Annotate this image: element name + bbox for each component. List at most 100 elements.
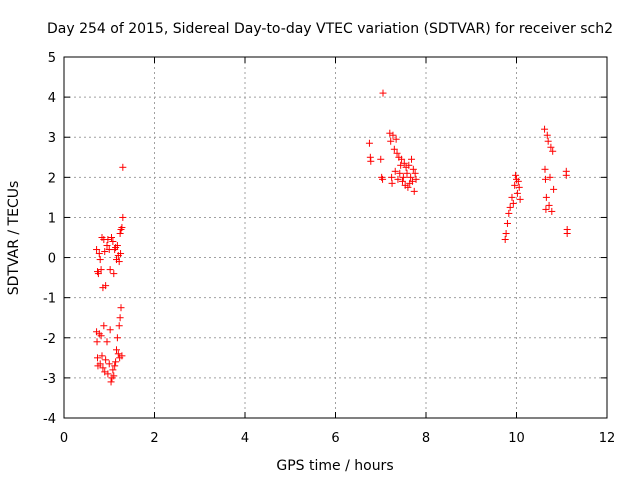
data-point bbox=[106, 326, 114, 334]
data-point bbox=[94, 270, 102, 278]
data-point bbox=[367, 157, 375, 165]
x-tick-label: 0 bbox=[60, 431, 68, 446]
data-point bbox=[407, 173, 415, 181]
data-point bbox=[508, 193, 516, 201]
data-point bbox=[93, 338, 101, 346]
data-point bbox=[501, 236, 509, 244]
data-point bbox=[113, 334, 121, 342]
data-points bbox=[93, 89, 571, 386]
x-axis-label: GPS time / hours bbox=[276, 458, 393, 474]
data-point bbox=[99, 364, 107, 372]
data-point bbox=[547, 143, 555, 151]
data-point bbox=[513, 189, 521, 197]
data-point bbox=[400, 159, 408, 167]
y-tick-label: 5 bbox=[48, 51, 56, 66]
x-axis-tick-labels: 0 2 4 6 8 10 12 bbox=[60, 431, 615, 446]
data-point bbox=[542, 193, 550, 201]
data-point bbox=[379, 89, 387, 97]
data-point bbox=[541, 175, 549, 183]
y-axis-label: SDTVAR / TECUs bbox=[6, 181, 22, 296]
data-point bbox=[545, 201, 553, 209]
data-point bbox=[112, 358, 120, 366]
y-tick-label: -3 bbox=[43, 372, 56, 387]
data-point bbox=[546, 173, 554, 181]
data-point bbox=[408, 155, 416, 163]
y-tick-label: 4 bbox=[48, 91, 56, 106]
x-tick-label: 4 bbox=[241, 431, 249, 446]
data-point bbox=[111, 362, 119, 370]
x-tick-label: 2 bbox=[150, 431, 158, 446]
data-point bbox=[119, 163, 127, 171]
chart-title: Day 254 of 2015, Sidereal Day-to-day VTE… bbox=[47, 21, 613, 37]
data-point bbox=[506, 203, 514, 211]
data-point bbox=[108, 234, 116, 241]
data-point bbox=[101, 248, 109, 256]
data-point bbox=[102, 282, 110, 290]
data-point bbox=[118, 352, 126, 360]
data-point bbox=[117, 304, 125, 312]
data-point bbox=[563, 229, 571, 237]
data-point bbox=[514, 177, 522, 185]
data-point bbox=[396, 169, 404, 177]
y-tick-label: 0 bbox=[48, 252, 56, 267]
data-point bbox=[104, 370, 112, 378]
data-point bbox=[377, 155, 385, 163]
data-point bbox=[93, 246, 101, 254]
x-tick-label: 6 bbox=[331, 431, 339, 446]
data-point bbox=[387, 137, 395, 145]
data-point bbox=[550, 185, 558, 193]
data-point bbox=[391, 167, 399, 175]
data-point bbox=[388, 179, 396, 187]
data-point bbox=[98, 352, 106, 360]
data-point bbox=[93, 354, 101, 362]
y-tick-label: -2 bbox=[43, 332, 56, 347]
data-point bbox=[102, 356, 110, 364]
data-point bbox=[503, 219, 511, 227]
data-point bbox=[405, 161, 413, 169]
data-point bbox=[548, 207, 556, 215]
data-point bbox=[409, 165, 417, 173]
data-point bbox=[104, 236, 112, 244]
data-point bbox=[404, 183, 412, 191]
x-tick-label: 12 bbox=[599, 431, 616, 446]
data-point bbox=[113, 242, 121, 250]
data-point bbox=[393, 149, 401, 157]
data-point bbox=[394, 175, 402, 183]
data-point bbox=[515, 183, 523, 191]
data-point bbox=[562, 171, 570, 179]
y-tick-label: -4 bbox=[43, 412, 56, 427]
data-point bbox=[100, 322, 108, 330]
data-point bbox=[398, 155, 406, 163]
data-point bbox=[390, 145, 398, 153]
x-tick-label: 8 bbox=[422, 431, 430, 446]
data-point bbox=[117, 250, 125, 258]
axis-ticks bbox=[63, 56, 608, 419]
data-point bbox=[541, 125, 549, 133]
data-point bbox=[379, 175, 387, 183]
data-point bbox=[95, 250, 103, 258]
data-point bbox=[112, 346, 120, 354]
y-axis-tick-labels: -4 -3 -2 -1 0 1 2 3 4 5 bbox=[43, 51, 56, 427]
data-point bbox=[388, 173, 396, 181]
data-point bbox=[103, 338, 111, 346]
data-point bbox=[408, 177, 416, 185]
data-point bbox=[392, 135, 400, 143]
data-point bbox=[505, 209, 513, 217]
data-point bbox=[96, 256, 104, 264]
data-point bbox=[114, 350, 122, 358]
data-point bbox=[107, 378, 115, 386]
data-point bbox=[96, 360, 104, 368]
data-point bbox=[502, 229, 510, 237]
grid-lines bbox=[64, 57, 607, 418]
data-point bbox=[516, 195, 524, 203]
data-point bbox=[115, 258, 123, 266]
data-point bbox=[542, 205, 550, 213]
data-point bbox=[97, 332, 105, 340]
data-point bbox=[544, 137, 552, 145]
data-point bbox=[399, 173, 407, 181]
data-point bbox=[105, 360, 113, 368]
data-point bbox=[118, 223, 126, 231]
data-point bbox=[97, 266, 105, 274]
data-point bbox=[543, 131, 551, 139]
